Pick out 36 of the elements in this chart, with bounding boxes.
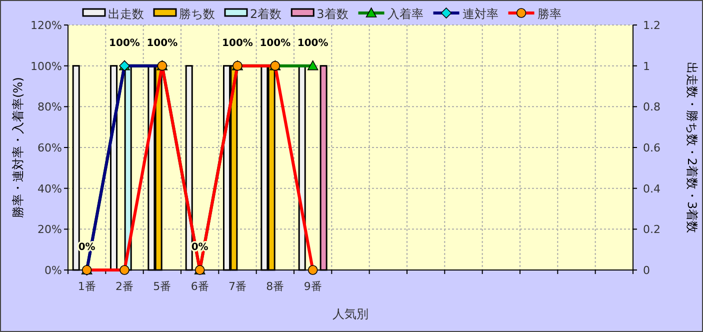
legend-label: 勝率 (537, 7, 562, 21)
x-tick-label: 8番 (266, 280, 284, 293)
y2-tick-label: 1 (643, 60, 650, 73)
y2-tick-label: 0.8 (643, 100, 660, 114)
x-tick-label: 9番 (304, 280, 322, 293)
x-tick-label: 6番 (190, 280, 209, 293)
y2-axis-title: 出走数・勝ち数・2着数・3着数 (685, 62, 699, 234)
y-tick-label: 100% (30, 60, 62, 73)
data-label: 100% (146, 38, 178, 49)
y2-tick-label: 0.6 (643, 142, 660, 154)
legend-label: 勝ち数 (179, 7, 215, 21)
x-axis-title: 人気別 (332, 307, 368, 321)
data-label: 100% (222, 38, 253, 49)
x-tick-label: 7番 (228, 280, 246, 293)
x-tick-label: 1番 (78, 280, 96, 293)
y-tick-label: 0% (44, 264, 62, 277)
y-tick-label: 60% (38, 142, 62, 154)
y2-tick-label: 0.4 (643, 182, 660, 196)
legend-label: 2着数 (250, 7, 282, 21)
y-tick-label: 20% (38, 223, 62, 236)
legend-label: 3着数 (316, 7, 348, 21)
data-label: 100% (297, 38, 328, 49)
data-label: 100% (260, 38, 291, 49)
y2-tick-label: 1.2 (643, 19, 660, 32)
x-tick-label: 5番 (153, 280, 172, 293)
legend-label: 出走数 (108, 7, 144, 21)
y2-tick-label: 0 (643, 264, 650, 277)
y-axis-title: 勝率・連対率・入着率(%) (11, 77, 25, 218)
y2-tick-label: 0.2 (643, 223, 660, 236)
legend-label: 連対率 (462, 7, 498, 21)
y-tick-label: 120% (30, 19, 62, 32)
y-tick-label: 40% (38, 182, 62, 196)
legend-label: 入着率 (387, 7, 424, 21)
y-tick-label: 80% (38, 100, 62, 114)
data-label: 100% (109, 38, 140, 49)
x-tick-label: 2番 (116, 280, 134, 293)
